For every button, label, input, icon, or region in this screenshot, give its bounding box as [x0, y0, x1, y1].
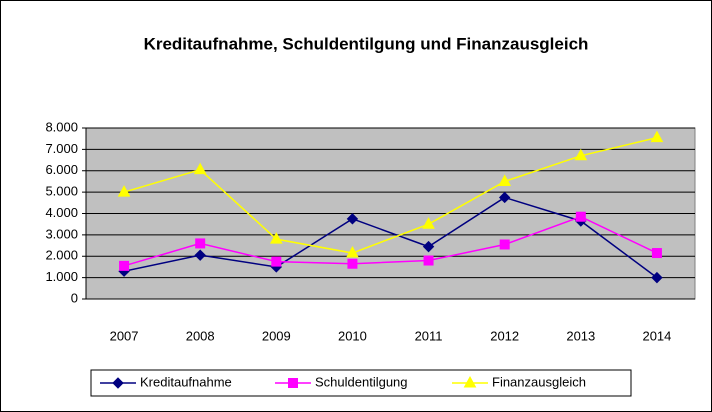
- legend-box: [90, 369, 632, 397]
- x-tick-label: 2009: [262, 328, 291, 343]
- x-tick-label: 2008: [186, 328, 215, 343]
- x-tick-label: 2011: [415, 328, 443, 343]
- marker: [651, 271, 663, 284]
- series-line: [123, 215, 658, 267]
- y-tick-label: 6.000: [45, 162, 78, 177]
- marker: [499, 239, 510, 250]
- marker: [575, 211, 586, 222]
- y-tick-label: 5.000: [45, 184, 78, 199]
- y-tick-label: 4.000: [45, 205, 78, 220]
- y-tick-label: 3.000: [45, 226, 78, 241]
- series-line: [123, 136, 658, 254]
- marker: [498, 191, 511, 204]
- x-tick-label: 2007: [110, 328, 139, 343]
- legend-label: Finanzausgleich: [492, 374, 586, 389]
- marker: [463, 375, 477, 388]
- marker: [346, 246, 359, 258]
- x-tick-label: 2014: [642, 328, 671, 343]
- marker: [347, 258, 358, 269]
- marker: [651, 248, 662, 259]
- marker: [422, 217, 435, 229]
- marker: [498, 174, 512, 186]
- y-tick-label: 7.000: [45, 141, 78, 156]
- marker: [195, 238, 206, 249]
- marker: [650, 130, 664, 143]
- y-tick-label: 1.000: [45, 269, 78, 284]
- marker: [193, 162, 207, 175]
- y-tick-label: 8.000: [45, 119, 78, 134]
- legend-label: Schuldentilgung: [315, 374, 408, 389]
- x-tick-label: 2012: [490, 328, 519, 343]
- marker: [422, 240, 435, 253]
- marker: [271, 256, 282, 267]
- x-tick-label: 2010: [338, 328, 367, 343]
- marker: [117, 185, 131, 197]
- marker: [288, 378, 298, 388]
- marker: [119, 260, 130, 271]
- x-tick-label: 2013: [566, 328, 595, 343]
- marker: [423, 255, 434, 266]
- legend-label: Kreditaufnahme: [140, 374, 232, 389]
- marker: [194, 249, 206, 261]
- series-line: [123, 196, 658, 279]
- chart-title: Kreditaufnahme, Schuldentilgung und Fina…: [144, 34, 589, 53]
- y-tick-label: 2.000: [45, 248, 78, 263]
- marker: [574, 148, 588, 161]
- marker: [269, 232, 283, 244]
- y-tick-label: 0: [71, 290, 78, 305]
- marker: [346, 213, 359, 225]
- marker: [112, 377, 124, 389]
